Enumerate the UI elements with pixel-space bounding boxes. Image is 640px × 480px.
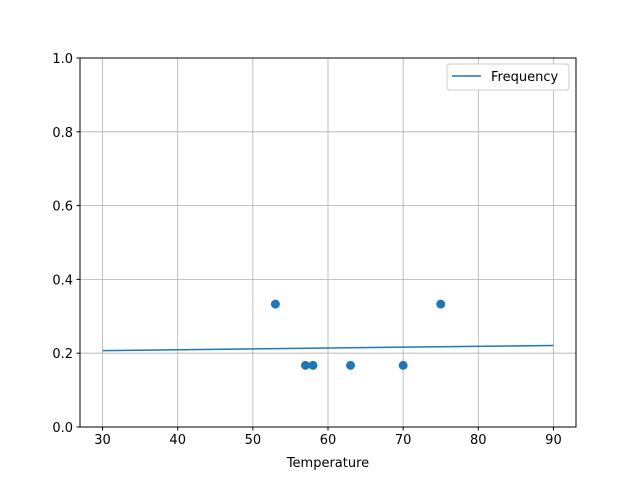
scatter-point bbox=[398, 360, 408, 370]
x-tick-label: 90 bbox=[545, 433, 562, 448]
x-tick-label: 30 bbox=[94, 433, 111, 448]
x-axis-label: Temperature bbox=[286, 456, 369, 471]
scatter-point bbox=[436, 299, 446, 309]
legend-label: Frequency bbox=[491, 70, 558, 85]
grid bbox=[80, 57, 576, 428]
y-tick-label: 1.0 bbox=[52, 52, 73, 67]
frequency-line bbox=[102, 344, 554, 352]
ticks: 30 40 50 60 70 80 90 0.0 0.2 0.4 0.6 0.8 1.0 bbox=[52, 52, 561, 448]
legend: Frequency bbox=[446, 63, 570, 91]
plot-marks bbox=[102, 299, 554, 370]
scatter-point bbox=[270, 299, 280, 309]
y-tick-label: 0.4 bbox=[52, 273, 73, 288]
x-tick-label: 40 bbox=[169, 433, 186, 448]
x-tick-label: 80 bbox=[470, 433, 487, 448]
scatter-point bbox=[308, 360, 318, 370]
y-tick-label: 0.8 bbox=[52, 126, 73, 141]
legend-box bbox=[446, 63, 570, 91]
x-tick-label: 70 bbox=[395, 433, 412, 448]
y-tick-label: 0.6 bbox=[52, 200, 73, 215]
y-tick-label: 0.2 bbox=[52, 347, 73, 362]
y-tick-label: 0.0 bbox=[52, 421, 73, 436]
x-tick-label: 60 bbox=[320, 433, 337, 448]
x-tick-label: 50 bbox=[245, 433, 262, 448]
scatter-point bbox=[346, 360, 356, 370]
scatter-point bbox=[300, 360, 310, 370]
